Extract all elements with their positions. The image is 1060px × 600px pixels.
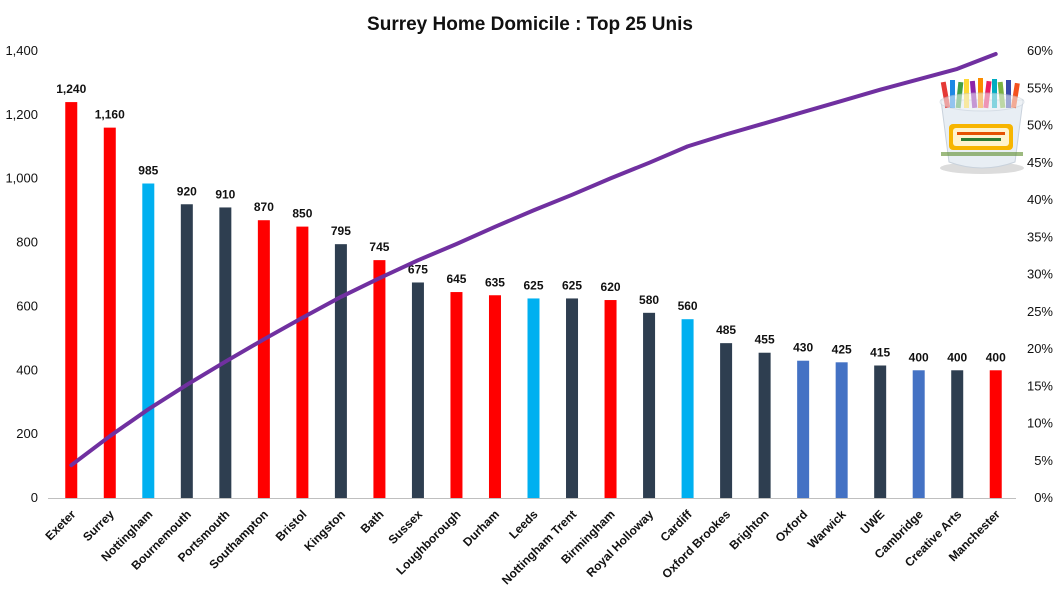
bar — [65, 102, 78, 498]
bar-data-labels: 1,240 1,160 985 920 910 870 850 795 745 675 645 635… — [56, 82, 1006, 364]
bar-data-label: 910 — [215, 187, 235, 201]
bar-data-label: 485 — [716, 323, 736, 337]
y2-tick-label: 10% — [1027, 416, 1053, 431]
bar-series — [65, 102, 1002, 498]
bar-data-label: 620 — [601, 280, 621, 294]
y-tick-label: 1,000 — [5, 171, 38, 186]
category-label: Durham — [460, 507, 502, 549]
y2-tick-label: 55% — [1027, 80, 1053, 95]
y2-tick-label: 30% — [1027, 267, 1053, 282]
chart-title: Surrey Home Domicile : Top 25 Unis — [367, 14, 693, 35]
bar-data-label: 400 — [947, 350, 967, 364]
category-label: Surrey — [80, 507, 117, 544]
category-label: Leeds — [506, 507, 541, 542]
bar — [103, 127, 116, 498]
bar-data-label: 850 — [292, 207, 312, 221]
bar — [450, 292, 463, 498]
category-label: Oxford Brookes — [659, 507, 733, 581]
y2-tick-label: 50% — [1027, 118, 1053, 133]
bar — [566, 298, 579, 498]
y2-tick-label: 5% — [1034, 453, 1053, 468]
bar-data-label: 580 — [639, 293, 659, 307]
bar-data-label: 645 — [446, 272, 466, 286]
category-labels: Exeter SurreyNottinghamBournemouthPortsmo… — [43, 507, 1004, 588]
bar — [912, 370, 925, 498]
y2-tick-label: 45% — [1027, 155, 1053, 170]
bar-data-label: 455 — [755, 333, 775, 347]
bar-data-label: 795 — [331, 224, 351, 238]
bar-data-label: 625 — [562, 278, 582, 292]
bar-data-label: 745 — [369, 240, 389, 254]
bar — [334, 244, 347, 498]
bar — [720, 343, 733, 498]
y-tick-label: 1,400 — [5, 43, 38, 58]
bar-data-label: 635 — [485, 275, 505, 289]
y2-tick-label: 60% — [1027, 43, 1053, 58]
category-label: Warwick — [805, 507, 849, 551]
category-label: Royal Holloway — [584, 507, 657, 580]
left-axis: 0 200 400 600 800 1,000 1,200 1,400 — [5, 43, 38, 505]
bar-data-label: 985 — [138, 164, 158, 178]
bar — [411, 282, 424, 498]
right-axis: 0% 5% 10% 15% 20% 25% 30% 35% 40% 45% 50% 55% 60% — [1027, 43, 1053, 505]
bar-data-label: 430 — [793, 341, 813, 355]
y2-tick-label: 15% — [1027, 378, 1053, 393]
bar — [488, 295, 501, 498]
cumulative-percent-line — [69, 52, 998, 468]
bar — [527, 298, 540, 498]
bar-data-label: 400 — [909, 350, 929, 364]
category-label: Oxford — [773, 507, 811, 545]
y-tick-label: 800 — [16, 235, 38, 250]
bar-data-label: 415 — [870, 345, 890, 359]
bar-data-label: 425 — [832, 342, 852, 356]
y-tick-label: 1,200 — [5, 107, 38, 122]
bar — [180, 204, 193, 498]
bar — [951, 370, 964, 498]
bar — [797, 360, 810, 498]
bar-data-label: 920 — [177, 184, 197, 198]
category-label: Brighton — [726, 507, 771, 552]
bar — [835, 362, 848, 498]
category-label: UWE — [858, 507, 888, 537]
bar-data-label: 675 — [408, 262, 428, 276]
category-label: Bristol — [273, 507, 310, 544]
bar — [681, 319, 694, 498]
bar — [874, 365, 887, 498]
y2-tick-label: 40% — [1027, 192, 1053, 207]
bar — [373, 260, 386, 498]
y2-tick-label: 35% — [1027, 229, 1053, 244]
category-label: Kingston — [301, 507, 348, 554]
bar — [257, 220, 270, 498]
y-tick-label: 0 — [31, 490, 38, 505]
category-label: Bath — [358, 507, 387, 536]
y2-tick-label: 20% — [1027, 341, 1053, 356]
bar — [758, 352, 771, 498]
y2-tick-label: 0% — [1034, 490, 1053, 505]
y-tick-label: 200 — [16, 426, 38, 441]
bar — [142, 183, 155, 498]
crayon-tub-image — [939, 78, 1025, 174]
cumulative-line-series — [69, 52, 998, 468]
bar-data-label: 870 — [254, 200, 274, 214]
bar — [296, 226, 309, 498]
category-label: Exeter — [43, 507, 79, 543]
bar — [604, 300, 617, 498]
y-tick-label: 400 — [16, 362, 38, 377]
y-tick-label: 600 — [16, 298, 38, 313]
category-label: Cardiff — [657, 507, 695, 545]
bar-data-label: 1,240 — [56, 82, 86, 96]
bar-data-label: 625 — [523, 278, 543, 292]
bar-data-label: 560 — [678, 299, 698, 313]
bar-data-label: 1,160 — [95, 108, 125, 122]
bar — [643, 312, 656, 498]
bar — [989, 370, 1002, 498]
y2-tick-label: 25% — [1027, 304, 1053, 319]
bar-data-label: 400 — [986, 350, 1006, 364]
bar — [219, 207, 232, 498]
